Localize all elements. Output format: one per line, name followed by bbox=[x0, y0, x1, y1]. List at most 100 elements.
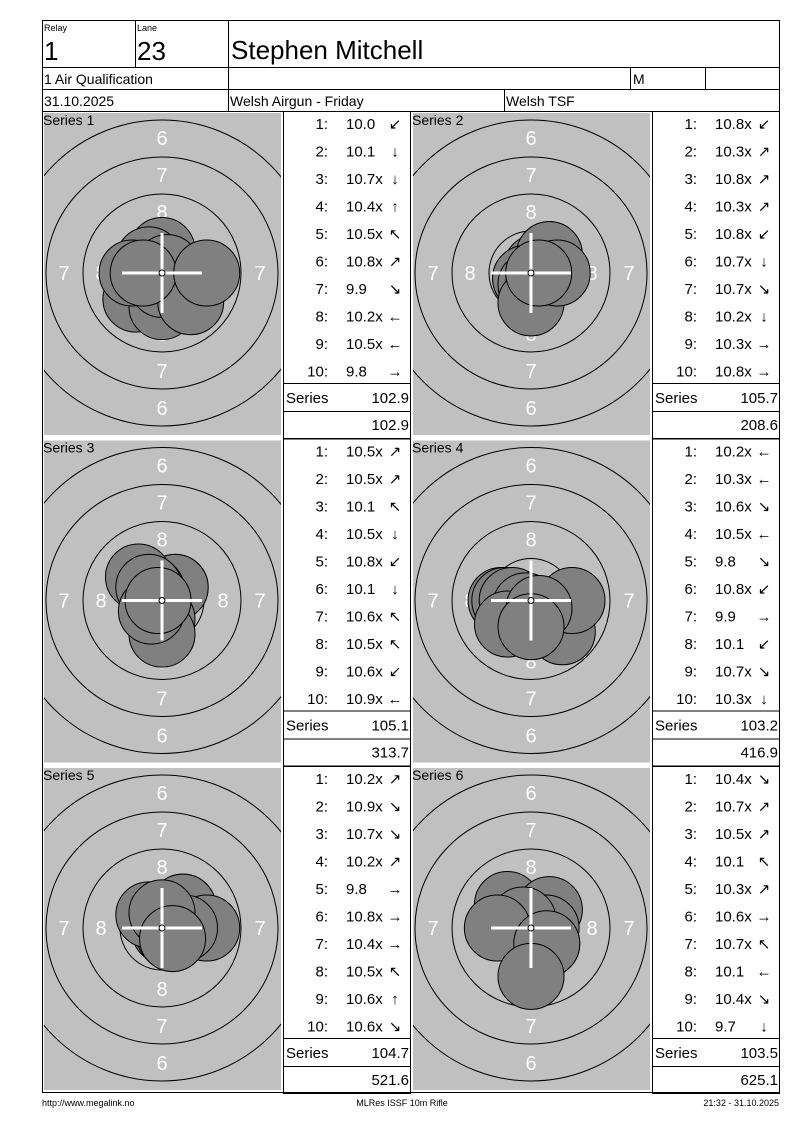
series-label: Series bbox=[286, 1045, 329, 1062]
shot-score: 10.1 bbox=[715, 636, 744, 653]
shot-direction: ↘ bbox=[389, 826, 402, 843]
shot-direction: ↘ bbox=[758, 499, 771, 516]
shot-score: 9.8 bbox=[346, 364, 367, 381]
series-total: 103.2 bbox=[740, 718, 778, 735]
ring bbox=[45, 811, 279, 1045]
series-label: Series bbox=[286, 718, 329, 735]
series-total: 102.9 bbox=[371, 390, 409, 407]
ring bbox=[44, 774, 281, 1082]
center bbox=[527, 269, 535, 277]
shot-number: 6: bbox=[684, 909, 697, 926]
ring-label: 6 bbox=[156, 726, 167, 748]
shot-number: 1: bbox=[684, 444, 697, 461]
shot-number: 9: bbox=[684, 664, 697, 681]
shot-number: 10: bbox=[676, 691, 697, 708]
ring-label: 8 bbox=[525, 857, 536, 879]
ring bbox=[45, 484, 279, 717]
shot-direction: ↗ bbox=[758, 826, 771, 843]
shot-score: 10.8x bbox=[715, 581, 752, 598]
ring-label: 7 bbox=[525, 361, 536, 383]
shot-direction: ↗ bbox=[758, 799, 771, 816]
ring-label: 6 bbox=[156, 783, 167, 805]
ring-label: 7 bbox=[156, 493, 167, 515]
cumulative-total: 416.9 bbox=[740, 745, 778, 762]
shot-number: 5: bbox=[684, 554, 697, 571]
ring-label: 7 bbox=[427, 918, 438, 940]
ring-label: 8 bbox=[217, 591, 228, 613]
shot-direction: ↗ bbox=[758, 199, 771, 216]
shot-number: 2: bbox=[684, 799, 697, 816]
shot-number: 8: bbox=[315, 636, 328, 653]
ring bbox=[82, 193, 242, 353]
shot-direction: ↙ bbox=[758, 636, 771, 653]
shot-score: 10.6x bbox=[346, 609, 383, 626]
shot-direction: → bbox=[388, 364, 403, 381]
shot-number: 7: bbox=[315, 281, 328, 298]
target: 6677778888 bbox=[44, 768, 281, 1090]
shot-direction: ↘ bbox=[758, 664, 771, 681]
center bbox=[158, 597, 166, 604]
ring-label: 6 bbox=[156, 1053, 167, 1075]
ring-label: 7 bbox=[254, 918, 265, 940]
shot-number: 1: bbox=[684, 116, 697, 133]
shot-number: 5: bbox=[684, 881, 697, 898]
shot-direction: ↘ bbox=[389, 799, 402, 816]
shot-score: 10.8x bbox=[715, 171, 752, 188]
shot-number: 2: bbox=[315, 471, 328, 488]
center bbox=[527, 597, 535, 604]
list-box bbox=[283, 766, 411, 1094]
shot-direction: ↓ bbox=[760, 1019, 768, 1036]
shot-direction: ↖ bbox=[389, 636, 402, 653]
shot-number: 1: bbox=[315, 444, 328, 461]
shot-number: 4: bbox=[315, 526, 328, 543]
ring-label: 7 bbox=[58, 263, 69, 285]
shot-direction: ↓ bbox=[760, 309, 768, 326]
shot-direction: ↑ bbox=[391, 991, 399, 1008]
shot-number: 10: bbox=[676, 364, 697, 381]
shot-number: 1: bbox=[315, 116, 328, 133]
shot-direction: ↘ bbox=[758, 771, 771, 788]
gender: M bbox=[633, 71, 645, 87]
shot-direction: ↙ bbox=[758, 116, 771, 133]
shot-score: 10.5x bbox=[346, 226, 383, 243]
cumulative-total: 102.9 bbox=[371, 417, 409, 434]
shot-direction: → bbox=[757, 909, 772, 926]
shot-score: 10.8x bbox=[715, 116, 752, 133]
shot-score: 10.4x bbox=[346, 936, 383, 953]
shot-number: 7: bbox=[684, 281, 697, 298]
shot-score: 10.3x bbox=[715, 144, 752, 161]
shot-score: 10.7x bbox=[715, 281, 752, 298]
footer-software: MLRes ISSF 10m Rifle bbox=[356, 1098, 448, 1108]
shot-number: 3: bbox=[315, 499, 328, 516]
shot-number: 4: bbox=[684, 854, 697, 871]
shot-number: 7: bbox=[315, 609, 328, 626]
shot-direction: ↖ bbox=[758, 936, 771, 953]
shot-score: 10.7x bbox=[346, 171, 383, 188]
ring-label: 6 bbox=[156, 398, 167, 420]
shot-score: 10.8x bbox=[346, 254, 383, 271]
ring-label: 7 bbox=[156, 361, 167, 383]
ring-label: 8 bbox=[95, 591, 106, 613]
series-label: Series bbox=[655, 1045, 698, 1062]
ring-label: 6 bbox=[525, 398, 536, 420]
shot-direction: ↙ bbox=[758, 226, 771, 243]
shot-number: 4: bbox=[315, 199, 328, 216]
shot-number: 8: bbox=[315, 309, 328, 326]
shot-direction: ↓ bbox=[391, 144, 399, 161]
ring bbox=[45, 156, 279, 390]
shot-direction: ↖ bbox=[389, 609, 402, 626]
shot-score: 10.4x bbox=[715, 771, 752, 788]
shot-number: 5: bbox=[315, 881, 328, 898]
shot-score: 10.8x bbox=[346, 909, 383, 926]
shot-score: 10.2x bbox=[346, 771, 383, 788]
ring bbox=[451, 521, 611, 680]
ring-label: 8 bbox=[95, 918, 106, 940]
shot-score: 10.3x bbox=[715, 336, 752, 353]
ring-label: 7 bbox=[525, 820, 536, 842]
shot-number: 5: bbox=[684, 226, 697, 243]
ring-label: 7 bbox=[156, 689, 167, 711]
shot-score: 10.4x bbox=[715, 991, 752, 1008]
target: 6677778888 bbox=[44, 440, 281, 763]
shot-number: 6: bbox=[315, 581, 328, 598]
shot-direction: ← bbox=[388, 309, 403, 326]
